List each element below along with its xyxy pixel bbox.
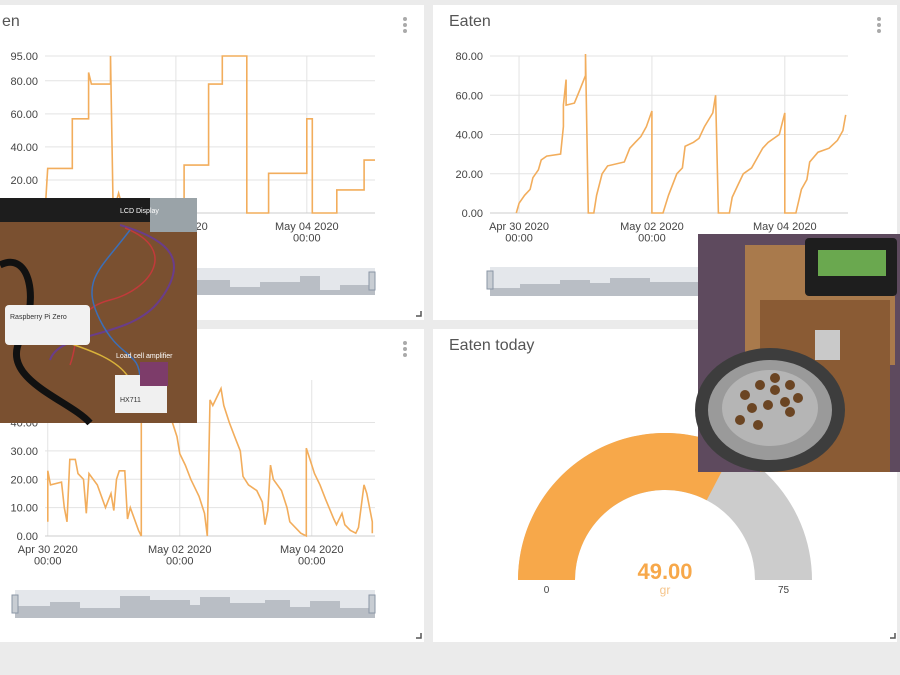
y-tick-label: 80.00 bbox=[10, 76, 38, 88]
photo-feeder bbox=[695, 234, 900, 472]
label-line: May 04 2020 bbox=[753, 221, 817, 233]
menus bbox=[403, 17, 881, 357]
y-tick-label: 0.00 bbox=[17, 531, 38, 543]
panel-title: Eaten today bbox=[449, 337, 534, 354]
photo-label: HX711 bbox=[120, 397, 141, 404]
gauge-unit: gr bbox=[660, 583, 671, 597]
y-tick-label: 40.00 bbox=[455, 130, 483, 142]
photo-label: Load cell amplifier bbox=[116, 353, 173, 360]
label-line: 00:00 bbox=[166, 556, 194, 568]
label-line: May 04 2020 bbox=[280, 544, 344, 556]
label-line: 00:00 bbox=[293, 233, 321, 245]
y-tick-label: 40.00 bbox=[10, 142, 38, 154]
photo-wiring: LCD Display Raspberry Pi Zero Load cell … bbox=[0, 198, 197, 426]
x-tick-label: Apr 30 2020 00:00 bbox=[18, 544, 78, 568]
photo-label: LCD Display bbox=[120, 208, 159, 215]
label-line: May 02 2020 bbox=[148, 544, 212, 556]
line bbox=[47, 385, 374, 538]
label-line: Apr 30 2020 bbox=[489, 221, 549, 233]
y-tick-label: 20.00 bbox=[10, 474, 38, 486]
resize-handle[interactable] bbox=[416, 311, 422, 317]
menu-button[interactable] bbox=[403, 17, 407, 33]
panel-title: en bbox=[2, 13, 20, 30]
gauge-max: 75 bbox=[778, 585, 790, 596]
gauge-value-label: 49.00 bbox=[637, 559, 692, 584]
y-tick-label: 0.00 bbox=[462, 208, 483, 220]
y-tick-label: 60.00 bbox=[10, 109, 38, 121]
label-line: 00:00 bbox=[34, 556, 62, 568]
photo-label: Raspberry Pi Zero bbox=[10, 314, 67, 321]
menu-button[interactable] bbox=[877, 17, 881, 33]
resize-handle[interactable] bbox=[416, 633, 422, 639]
x-tick-label: Apr 30 2020 00:00 bbox=[489, 221, 549, 245]
line bbox=[44, 55, 375, 214]
y-tick-label: 95.00 bbox=[10, 51, 38, 63]
label-line: May 02 2020 bbox=[620, 221, 684, 233]
label-line: May 04 2020 bbox=[275, 221, 339, 233]
y-tick-label: 20.00 bbox=[10, 175, 38, 187]
resize-handle[interactable] bbox=[890, 633, 896, 639]
y-tick-label: 10.00 bbox=[10, 503, 38, 515]
label-line: 00:00 bbox=[298, 556, 326, 568]
label-line: 00:00 bbox=[638, 233, 666, 245]
gauge-value bbox=[518, 432, 734, 580]
y-tick-label: 60.00 bbox=[455, 90, 483, 102]
label-line: Apr 30 2020 bbox=[18, 544, 78, 556]
y-tick-label: 30.00 bbox=[10, 446, 38, 458]
y-tick-label: 80.00 bbox=[455, 51, 483, 63]
line bbox=[515, 53, 847, 214]
menu-button[interactable] bbox=[403, 341, 407, 357]
gauge-min: 0 bbox=[544, 585, 550, 596]
panel-title: Eaten bbox=[449, 13, 491, 30]
navigator[interactable] bbox=[11, 590, 376, 618]
y-tick-label: 20.00 bbox=[455, 169, 483, 181]
label-line: 00:00 bbox=[505, 233, 533, 245]
